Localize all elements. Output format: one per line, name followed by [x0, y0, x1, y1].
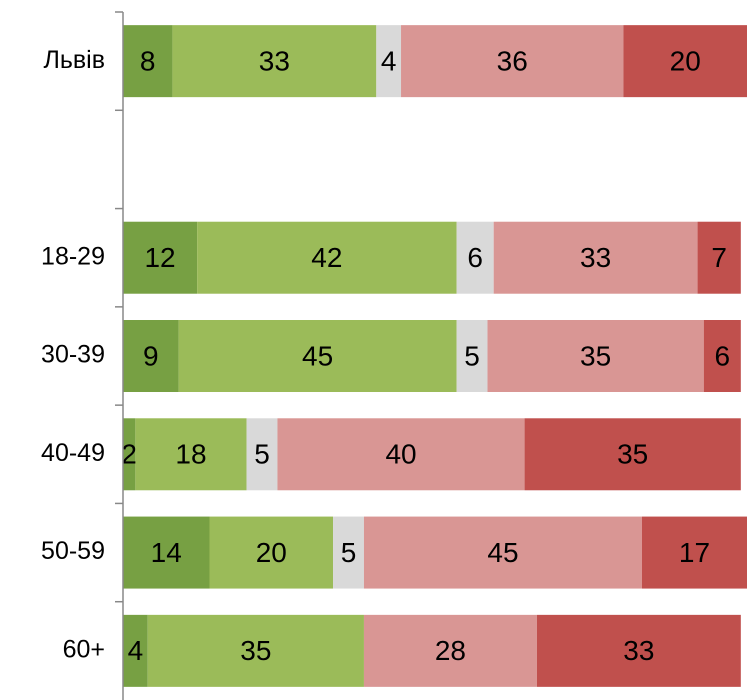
y-tick-label: 18-29 [41, 242, 105, 270]
bar-segment [697, 221, 741, 294]
data-label: 33 [623, 635, 654, 666]
data-label: 6 [467, 242, 483, 273]
bar-segment [123, 614, 148, 687]
bar-segment [123, 516, 210, 589]
data-label: 33 [580, 242, 611, 273]
bar-segment [401, 25, 624, 98]
bar-segment [197, 221, 457, 294]
data-label: 2 [121, 439, 137, 470]
bar-segment [641, 516, 747, 589]
data-label: 5 [341, 537, 357, 568]
bar-segment [524, 418, 741, 491]
bar-segment [376, 25, 402, 98]
data-label: 4 [381, 46, 397, 77]
data-label: 4 [128, 635, 144, 666]
bar-segment [123, 25, 173, 98]
bar-segment [209, 516, 334, 589]
y-tick-label: 60+ [63, 635, 105, 663]
bar-segment [536, 614, 741, 687]
data-label: 9 [143, 340, 159, 371]
bar-segment [456, 221, 494, 294]
data-label: 18 [175, 439, 206, 470]
bar-segment [123, 418, 136, 491]
data-label: 12 [144, 242, 175, 273]
data-label: 5 [254, 439, 270, 470]
bar-segment [456, 320, 488, 392]
data-label: 35 [580, 340, 611, 371]
data-label: 7 [711, 242, 727, 273]
y-tick-label: 50-59 [41, 537, 105, 565]
data-label: 17 [679, 537, 710, 568]
data-label: 6 [714, 340, 730, 371]
bar-segment [123, 320, 179, 392]
data-label: 35 [240, 635, 271, 666]
data-label: 40 [385, 439, 416, 470]
y-tick-label: 30-39 [41, 341, 105, 369]
data-label: 5 [464, 340, 480, 371]
bar-segment [703, 320, 741, 392]
y-tick-label: Львів [43, 46, 105, 74]
y-tick-label: 40-49 [41, 439, 105, 467]
data-label: 20 [670, 46, 701, 77]
data-label: 42 [311, 242, 342, 273]
data-label: 33 [259, 46, 290, 77]
data-label: 35 [617, 439, 648, 470]
bar-segment [363, 614, 537, 687]
data-label: 28 [435, 635, 466, 666]
data-label: 36 [497, 46, 528, 77]
bar-segment [487, 320, 704, 392]
bar-segment [363, 516, 642, 589]
bar-segment [246, 418, 278, 491]
bar-segment [623, 25, 747, 98]
data-label: 45 [487, 537, 518, 568]
bar-segment [493, 221, 698, 294]
bar-segment [277, 418, 525, 491]
data-label: 20 [256, 537, 287, 568]
data-label: 45 [302, 340, 333, 371]
bar-segment [123, 221, 198, 294]
bar-segment [178, 320, 457, 392]
bar-segment [172, 25, 377, 98]
bar-segment [135, 418, 247, 491]
bar-segment [147, 614, 364, 687]
data-label: 14 [151, 537, 182, 568]
bar-segment [333, 516, 364, 589]
data-label: 8 [140, 46, 156, 77]
